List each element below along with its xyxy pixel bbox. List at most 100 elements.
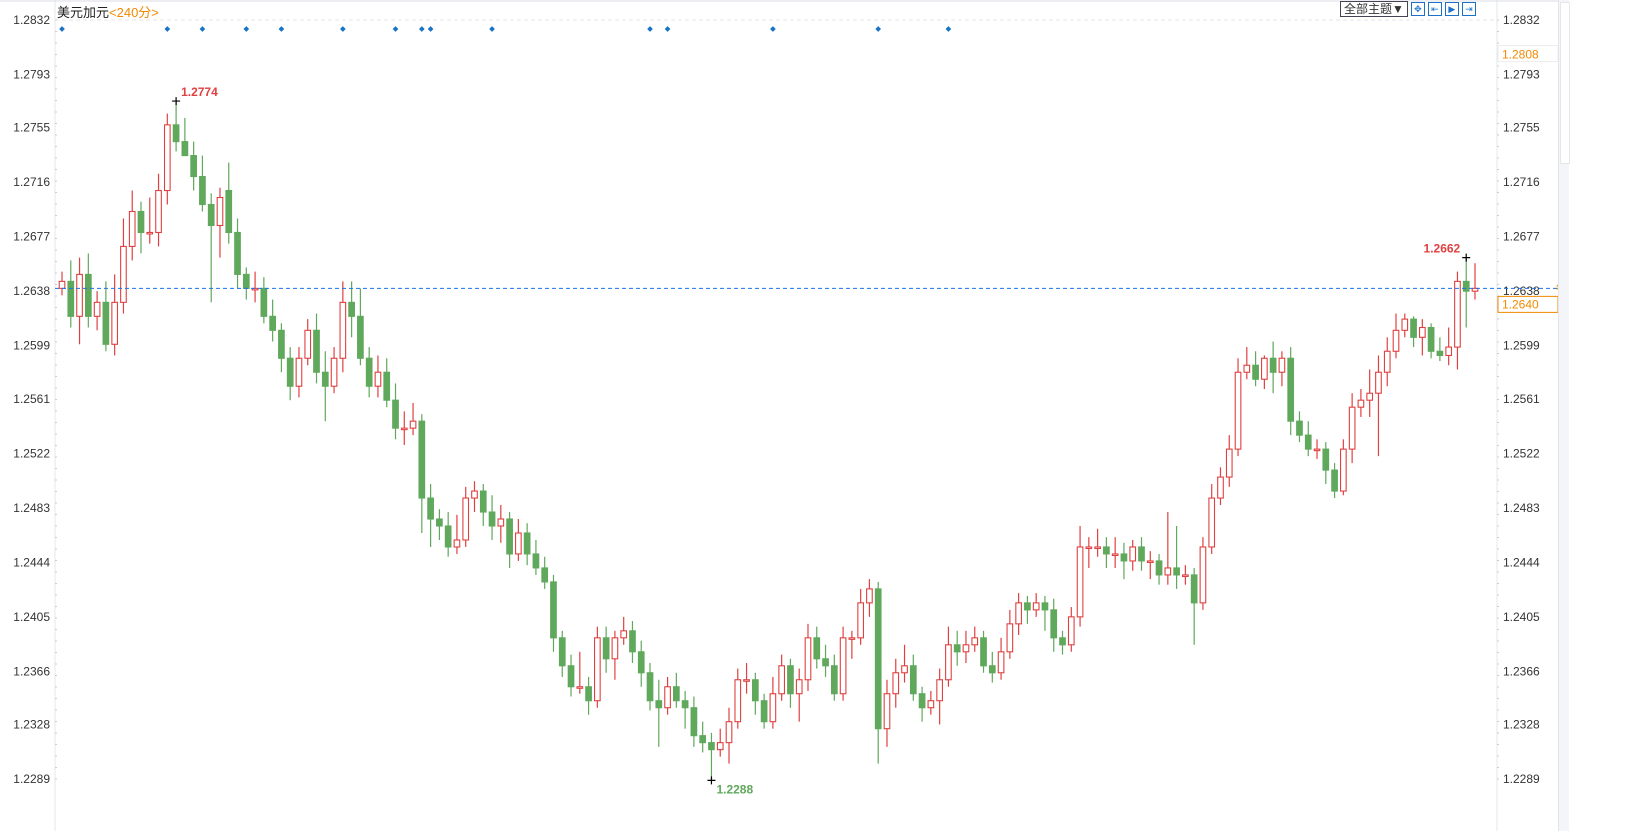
y-tick-label-left: 1.2716 (13, 175, 50, 189)
candle-down (1331, 463, 1338, 499)
candle-up (216, 187, 224, 258)
candle-body (1050, 609, 1058, 639)
y-tick-label-left: 1.2328 (13, 717, 50, 731)
candle-body (874, 588, 882, 730)
candle-body (909, 665, 917, 695)
candle-down (1436, 337, 1444, 362)
candle-body (980, 637, 987, 667)
candle-down (567, 654, 575, 697)
extreme-price-label: 1.2774 (181, 85, 218, 99)
y-tick-label-right: 1.2716 (1503, 175, 1540, 189)
candle-body (1103, 546, 1110, 555)
play-icon[interactable]: ▶ (1444, 2, 1459, 16)
candle-body (1287, 357, 1295, 422)
candle-up (1032, 593, 1040, 617)
candle-up (1348, 393, 1356, 464)
scrollbar-thumb[interactable] (1560, 2, 1570, 164)
candle-down (655, 679, 663, 747)
candle-down (550, 574, 557, 652)
candle-down (585, 676, 592, 715)
candle-down (190, 141, 197, 191)
event-marker (278, 26, 285, 32)
candle-down (541, 556, 549, 589)
candle-down (1155, 553, 1163, 585)
crosshair-icon[interactable]: ✥ (1410, 2, 1425, 16)
candle-body (664, 686, 671, 709)
y-tick-label-left: 1.2755 (13, 121, 50, 135)
candle-up (1445, 327, 1453, 366)
vertical-scrollbar[interactable] (1558, 0, 1570, 831)
y-tick-label-right: 1.2483 (1503, 501, 1540, 515)
y-tick-label-right: 1.2755 (1503, 121, 1540, 135)
candle-up (58, 271, 66, 296)
candle-down (1138, 537, 1145, 571)
candle-body (1383, 350, 1391, 373)
candle-body (1146, 560, 1154, 563)
candle-body (787, 665, 794, 695)
candle-body (471, 490, 478, 499)
candle-down (1322, 442, 1330, 485)
event-marker (664, 26, 671, 32)
candle-up (120, 218, 127, 314)
candle-body (304, 329, 312, 359)
candle-body (155, 189, 162, 234)
candle-up (1225, 435, 1233, 487)
candle-down (672, 672, 680, 708)
candle-body (778, 665, 786, 695)
candle-up (664, 676, 671, 715)
candle-body (945, 644, 952, 681)
y-tick-label-left: 1.2405 (13, 610, 50, 624)
candle-up (1471, 263, 1479, 300)
candle-body (76, 273, 83, 317)
theme-dropdown[interactable]: 全部主题▼ (1340, 1, 1408, 17)
candle-body (278, 329, 285, 359)
candle-down (321, 351, 329, 422)
candle-down (1041, 595, 1049, 631)
candle-up (93, 291, 101, 331)
candle-up (374, 355, 382, 398)
candle-body (1462, 280, 1470, 292)
chart-toolbar: 全部主题▼ ✥ ⇤ ▶ ⇥ (1340, 1, 1476, 17)
candle-down (1173, 526, 1180, 589)
zoom-range-icon[interactable]: ⇤ (1427, 2, 1442, 16)
period-selector[interactable]: <240分> (109, 5, 159, 20)
candle-up (1375, 355, 1382, 457)
candle-body (1243, 364, 1251, 373)
chart-title: 美元加元<240分> (57, 2, 159, 21)
candle-body (743, 679, 750, 682)
candle-up (453, 514, 461, 554)
candle-body (1392, 329, 1400, 352)
candle-body (1006, 623, 1014, 653)
candle-body (1024, 602, 1031, 611)
candle-body (611, 637, 619, 660)
candle-up (1234, 358, 1242, 457)
event-marker (419, 26, 425, 32)
y-tick-label-left: 1.2483 (13, 501, 50, 515)
candle-down (874, 581, 882, 764)
candle-down (269, 299, 276, 342)
candle-up (594, 626, 601, 708)
candle-body (506, 518, 513, 555)
candle-down (234, 218, 241, 289)
candle-down (427, 484, 434, 547)
candle-up (146, 197, 154, 244)
candle-up (471, 481, 478, 513)
y-tick-label-right: 1.2405 (1503, 610, 1540, 624)
candle-body (567, 665, 575, 688)
candle-up (866, 579, 873, 617)
candle-body (242, 273, 250, 289)
scroll-end-icon[interactable]: ⇥ (1461, 2, 1476, 16)
y-tick-label-left: 1.2444 (13, 555, 50, 569)
candle-down (225, 162, 233, 244)
candle-body (1190, 574, 1198, 604)
candle-body (1120, 553, 1128, 562)
candle-body (725, 721, 733, 744)
candle-up (1243, 347, 1251, 380)
candle-body (260, 287, 268, 317)
candle-up (1217, 467, 1224, 506)
candle-body (1129, 546, 1137, 562)
event-marker (647, 26, 653, 32)
candle-down (357, 288, 364, 366)
candle-down (953, 630, 961, 666)
